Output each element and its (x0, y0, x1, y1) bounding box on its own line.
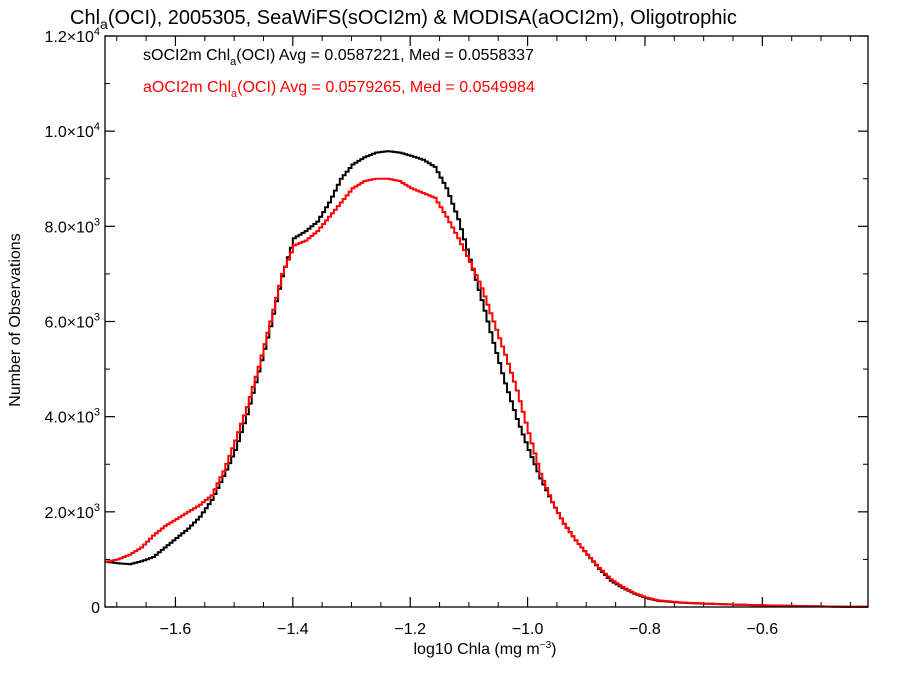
legend: sOCI2m Chla(OCI) Avg = 0.0587221, Med = … (143, 47, 535, 100)
legend-entry-aoci2m: aOCI2m Chla(OCI) Avg = 0.0579265, Med = … (143, 79, 535, 100)
axis-layer: −1.6 −1.4 −1.2 −1.0 −0.8 −0.6 0 2.0×103 4.0×103 6… (44, 26, 868, 638)
x-axis-label-sup: −3 (540, 640, 552, 651)
plot-frame (104, 35, 869, 608)
x-axis-label: log10 Chla (mg m−3) (413, 640, 556, 658)
legend-aoci2m-sub: a (231, 88, 238, 100)
series-line-soci2m (105, 150, 868, 608)
x-axis-label-post: ) (551, 641, 556, 658)
y-tick-label: 8.0×103 (44, 216, 100, 236)
y-tick-label: 0 (91, 600, 100, 617)
y-tick-label: 2.0×103 (44, 502, 100, 522)
legend-soci2m-sub: a (230, 56, 237, 68)
chart-title-pre: Chl (70, 7, 100, 29)
chart-title: Chla(OCI), 2005305, SeaWiFS(sOCI2m) & MO… (70, 7, 737, 32)
legend-entry-soci2m: sOCI2m Chla(OCI) Avg = 0.0587221, Med = … (143, 47, 534, 68)
x-tick-label: −0.8 (629, 621, 661, 638)
series-layer (105, 150, 868, 608)
y-tick-label: 1.2×104 (44, 26, 100, 46)
series-line-aoci2m (105, 177, 868, 608)
y-tick-label: 4.0×103 (44, 407, 100, 427)
y-tick-label: 6.0×103 (44, 312, 100, 332)
legend-soci2m-pre: sOCI2m Chl (143, 47, 230, 64)
legend-aoci2m-pre: aOCI2m Chl (143, 79, 231, 96)
x-tick-label: −1.6 (160, 621, 192, 638)
legend-aoci2m-post: (OCI) Avg = 0.0579265, Med = 0.0549984 (237, 79, 535, 96)
y-tick-label: 1.0×104 (44, 121, 100, 141)
x-tick-label: −1.4 (277, 621, 309, 638)
chart-title-sub: a (100, 16, 108, 32)
x-tick-label: −1.2 (394, 621, 426, 638)
x-tick-label: −0.6 (747, 621, 779, 638)
x-axis-label-pre: log10 Chla (mg m (413, 641, 539, 658)
y-axis-label: Number of Observations (7, 233, 24, 406)
x-tick-label: −1.0 (512, 621, 544, 638)
legend-soci2m-post: (OCI) Avg = 0.0587221, Med = 0.0558337 (236, 47, 534, 64)
chart-title-post: (OCI), 2005305, SeaWiFS(sOCI2m) & MODISA… (108, 7, 737, 29)
